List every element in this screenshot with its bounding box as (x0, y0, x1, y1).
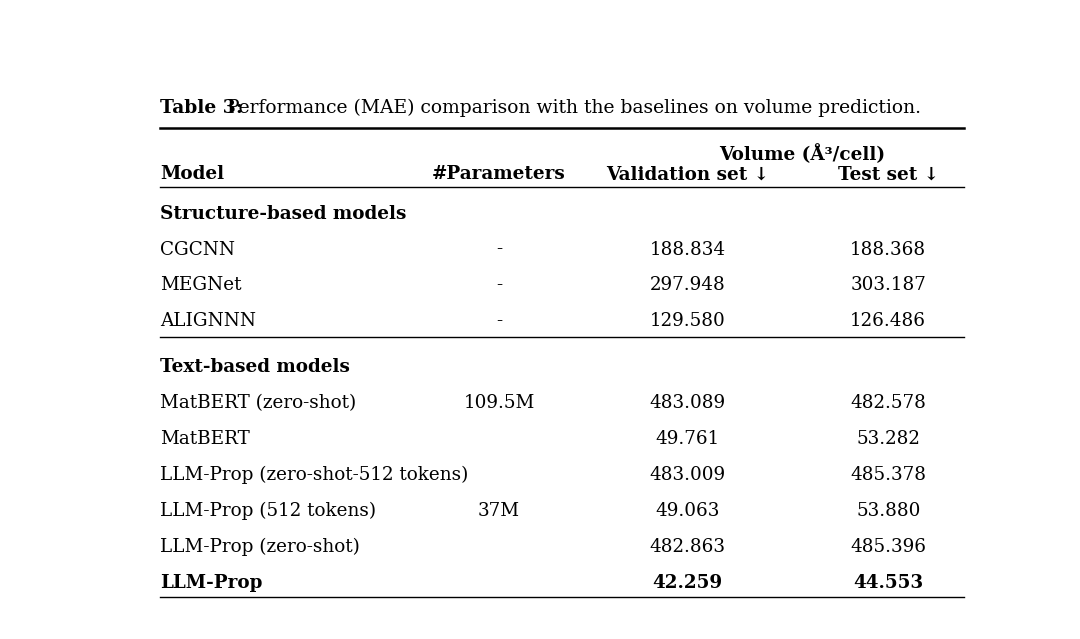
Text: 49.761: 49.761 (656, 430, 719, 448)
Text: LLM-Prop (zero-shot): LLM-Prop (zero-shot) (160, 537, 360, 556)
Text: 42.259: 42.259 (652, 574, 723, 592)
Text: -: - (496, 240, 502, 259)
Text: -: - (496, 312, 502, 330)
Text: LLM-Prop (512 tokens): LLM-Prop (512 tokens) (160, 502, 376, 520)
Text: 303.187: 303.187 (850, 277, 927, 295)
Text: Validation set ↓: Validation set ↓ (606, 166, 769, 183)
Text: MatBERT: MatBERT (160, 430, 249, 448)
Text: Structure-based models: Structure-based models (160, 204, 406, 222)
Text: 188.368: 188.368 (850, 240, 927, 259)
Text: Volume (Å³/cell): Volume (Å³/cell) (719, 144, 886, 164)
Text: Table 3:: Table 3: (160, 99, 243, 117)
Text: 485.396: 485.396 (850, 537, 927, 556)
Text: 482.863: 482.863 (649, 537, 726, 556)
Text: 109.5M: 109.5M (463, 394, 535, 412)
Text: 44.553: 44.553 (853, 574, 923, 592)
Text: 126.486: 126.486 (850, 312, 927, 330)
Text: 482.578: 482.578 (850, 394, 927, 412)
Text: 485.378: 485.378 (850, 466, 927, 484)
Text: 53.880: 53.880 (856, 502, 920, 520)
Text: LLM-Prop (zero-shot-512 tokens): LLM-Prop (zero-shot-512 tokens) (160, 466, 469, 484)
Text: Model: Model (160, 166, 225, 183)
Text: 297.948: 297.948 (649, 277, 726, 295)
Text: MatBERT (zero-shot): MatBERT (zero-shot) (160, 394, 356, 412)
Text: Text-based models: Text-based models (160, 358, 350, 376)
Text: ALIGNNN: ALIGNNN (160, 312, 256, 330)
Text: 49.063: 49.063 (656, 502, 719, 520)
Text: 483.089: 483.089 (649, 394, 726, 412)
Text: LLM-Prop: LLM-Prop (160, 574, 262, 592)
Text: 37M: 37M (478, 502, 521, 520)
Text: 188.834: 188.834 (649, 240, 726, 259)
Text: Performance (MAE) comparison with the baselines on volume prediction.: Performance (MAE) comparison with the ba… (221, 99, 921, 117)
Text: 483.009: 483.009 (649, 466, 726, 484)
Text: 53.282: 53.282 (856, 430, 920, 448)
Text: Test set ↓: Test set ↓ (838, 166, 939, 183)
Text: MEGNet: MEGNet (160, 277, 242, 295)
Text: #Parameters: #Parameters (432, 166, 566, 183)
Text: CGCNN: CGCNN (160, 240, 235, 259)
Text: 129.580: 129.580 (649, 312, 726, 330)
Text: -: - (496, 277, 502, 295)
